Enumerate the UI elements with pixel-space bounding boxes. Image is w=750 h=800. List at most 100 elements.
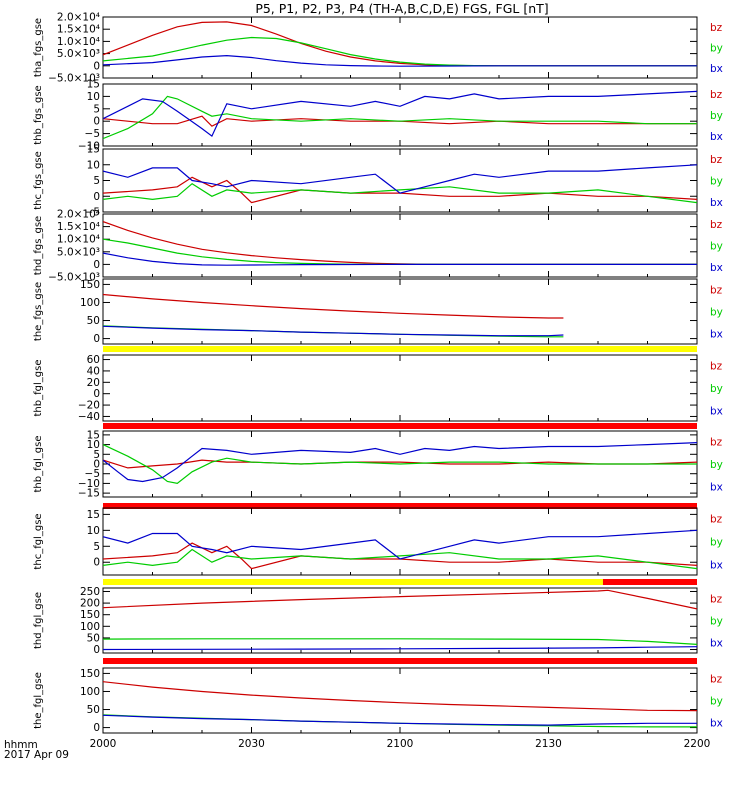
legend-by: by: [710, 241, 723, 253]
panel-frame: [102, 587, 698, 654]
panel-ylabel: thc_fgs_gse: [33, 151, 44, 210]
series-line-by: [103, 182, 697, 204]
legend-bz: bz: [710, 361, 723, 373]
series-line-bz: [103, 681, 697, 712]
y-tick-label: 0: [93, 259, 100, 271]
legend-bx: bx: [710, 131, 723, 143]
legend-bx: bx: [710, 638, 723, 650]
series-line-bz: [103, 115, 697, 127]
series-line-bx: [103, 54, 697, 67]
y-tick-label: 0: [93, 459, 100, 471]
panel-ylabel: thb_fgl_gse: [33, 436, 44, 493]
series-line-bz: [103, 293, 564, 319]
y-tick-label: 10: [87, 159, 100, 171]
legend-bx: bx: [710, 718, 723, 730]
panel-3: 15 10 5 0 −5 thc_fgs_gse bz by bx: [33, 144, 723, 219]
y-tick-label: −10: [78, 141, 100, 153]
legend-bx: bx: [710, 197, 723, 209]
panel-ylabel: the_fgl_gse: [33, 672, 44, 729]
panel-10: 150 100 50 0 the_fgl_gse bz by bx: [33, 667, 723, 734]
y-tick-label: 200: [80, 598, 100, 610]
y-tick-label: 0: [93, 388, 100, 400]
x-tick-label: 2030: [238, 738, 265, 750]
y-tick-label: 5: [93, 103, 100, 115]
status-bar-segment: [103, 658, 697, 664]
series-line-bz: [103, 589, 697, 610]
series-line-by: [103, 548, 697, 570]
y-tick-label: 10: [87, 91, 100, 103]
series-line-bx: [103, 529, 697, 560]
footer-time-label: hhmm: [4, 739, 38, 751]
series-line-by: [103, 36, 697, 67]
y-tick-label: 100: [80, 686, 100, 698]
y-tick-label: 2.0×10⁴: [57, 12, 100, 24]
legend-bz: bz: [710, 437, 723, 449]
y-tick-label: 10: [87, 439, 100, 451]
y-tick-label: 15: [87, 144, 100, 156]
y-tick-label: 2.0×10⁴: [57, 209, 100, 221]
panel-ylabel: thd_fgs_gse: [33, 216, 44, 275]
panel-frame: [102, 354, 698, 422]
panel-ylabel: thd_fgl_gse: [33, 592, 44, 649]
legend-bz: bz: [710, 89, 723, 101]
series-line-bz: [103, 221, 697, 265]
series-line-by: [103, 444, 697, 485]
legend-bz: bz: [710, 593, 723, 605]
y-tick-label: 5.0×10³: [57, 246, 100, 258]
panels-group: 2.0×10⁴1.5×10⁴1.0×10⁴5.0×10³0−5.0×10³tha…: [33, 12, 723, 751]
status-bar-segment: [602, 579, 697, 585]
legend-bz: bz: [710, 514, 723, 526]
panel-ylabel: thb_fgl_gse: [33, 360, 44, 417]
y-tick-label: 0: [93, 116, 100, 128]
series-line-bx: [103, 252, 697, 266]
y-tick-label: 100: [80, 297, 100, 309]
legend-bx: bx: [710, 262, 723, 274]
y-tick-label: 5: [93, 175, 100, 187]
y-tick-label: 40: [87, 365, 100, 377]
panel-8: 15 10 5 0 thc_fgl_gse bz by bx: [33, 507, 723, 585]
status-bar-segment: [103, 423, 697, 429]
y-tick-label: −40: [78, 411, 100, 423]
y-tick-label: 10: [87, 525, 100, 537]
y-tick-label: 15: [87, 509, 100, 521]
y-tick-label: 0: [93, 557, 100, 569]
x-tick-label: 2100: [387, 738, 414, 750]
series-line-bx: [103, 714, 697, 726]
legend-bx: bx: [710, 559, 723, 571]
y-tick-label: 0: [93, 644, 100, 656]
panel-ylabel: thc_fgl_gse: [33, 513, 44, 569]
y-tick-label: 250: [80, 586, 100, 598]
panel-ylabel: the_fgs_gse: [33, 282, 44, 341]
y-tick-label: −5.0×10³: [48, 73, 100, 85]
legend-bz: bz: [710, 673, 723, 685]
legend-by: by: [710, 307, 723, 319]
y-tick-label: 5: [93, 449, 100, 461]
status-bar-segment: [103, 346, 697, 352]
legend-bz: bz: [710, 284, 723, 296]
series-line-by: [103, 95, 697, 140]
y-tick-label: −20: [78, 400, 100, 412]
legend-bz: bz: [710, 154, 723, 166]
panel-5: 150 100 50 0 the_fgs_gse bz by bx: [33, 278, 723, 352]
y-tick-label: −15: [78, 488, 100, 500]
y-tick-label: 0: [93, 722, 100, 734]
legend-bx: bx: [710, 405, 723, 417]
y-tick-label: 50: [87, 632, 100, 644]
series-line-bx: [103, 164, 697, 194]
series-line-bx: [103, 442, 697, 483]
series-line-bx: [103, 325, 564, 337]
status-bar-segment: [103, 503, 697, 509]
y-tick-label: 0: [93, 191, 100, 203]
legend-by: by: [710, 696, 723, 708]
series-line-by: [103, 238, 697, 265]
y-tick-label: −10: [78, 478, 100, 490]
y-tick-label: 1.5×10⁴: [57, 24, 100, 36]
y-tick-label: 0: [93, 60, 100, 72]
y-tick-label: 20: [87, 377, 100, 389]
